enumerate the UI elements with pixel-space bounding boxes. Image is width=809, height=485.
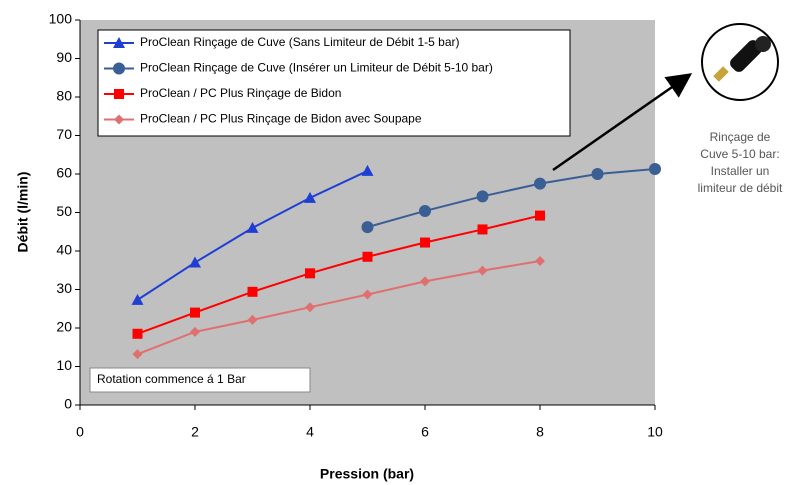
x-tick-label: 2 — [191, 424, 199, 440]
marker — [246, 221, 259, 233]
marker — [190, 326, 200, 337]
side-note-line: limiteur de débit — [698, 181, 783, 195]
legend-label: ProClean / PC Plus Rinçage de Bidon avec… — [140, 112, 422, 126]
marker — [476, 190, 489, 203]
marker — [247, 314, 258, 325]
legend-label: ProClean / PC Plus Rinçage de Bidon — [140, 86, 341, 100]
marker — [591, 168, 604, 180]
y-tick-label: 50 — [56, 203, 72, 219]
marker — [132, 349, 143, 360]
series-line — [137, 214, 541, 335]
marker — [190, 307, 200, 318]
legend-label: ProClean Rinçage de Cuve (Sans Limiteur … — [140, 35, 460, 49]
marker — [362, 251, 373, 262]
annotation-box — [89, 367, 311, 393]
y-axis-label: Débit (l/min) — [15, 172, 31, 253]
x-tick-label: 0 — [76, 424, 84, 440]
x-tick-label: 4 — [306, 424, 314, 440]
marker — [419, 204, 431, 217]
marker — [477, 224, 488, 235]
marker — [420, 276, 430, 287]
side-note-line: Cuve 5-10 bar: — [700, 147, 779, 161]
marker — [535, 210, 545, 221]
y-tick-label: 80 — [56, 88, 72, 104]
y-tick-label: 0 — [64, 396, 72, 412]
y-tick-label: 100 — [49, 11, 73, 27]
side-note-line: Installer un — [711, 164, 770, 178]
side-note-line: Rinçage de — [710, 130, 771, 144]
y-tick-label: 20 — [56, 319, 72, 335]
marker — [420, 237, 430, 248]
marker — [362, 289, 373, 300]
x-tick-label: 10 — [647, 424, 663, 440]
annotation: Rotation commence á 1 Bar — [97, 372, 246, 386]
x-tick-label: 8 — [536, 424, 544, 440]
legend-marker — [114, 89, 124, 99]
legend-marker — [113, 37, 125, 48]
series-line — [137, 260, 541, 356]
marker — [305, 268, 315, 279]
marker — [131, 293, 144, 305]
marker — [534, 177, 546, 190]
y-tick-label: 10 — [56, 357, 72, 373]
y-tick-label: 70 — [56, 126, 72, 142]
x-axis-label: Pression (bar) — [320, 466, 414, 482]
marker — [361, 164, 374, 176]
y-tick-label: 60 — [56, 165, 72, 181]
marker — [189, 256, 201, 268]
legend-marker — [114, 114, 124, 125]
marker — [535, 256, 545, 267]
x-tick-label: 6 — [421, 424, 429, 440]
marker — [361, 221, 374, 234]
legend — [97, 29, 571, 137]
nozzle-icon — [701, 23, 779, 101]
marker — [304, 191, 316, 203]
y-tick-label: 90 — [56, 49, 72, 65]
legend-label: ProClean Rinçage de Cuve (Insérer un Lim… — [140, 61, 493, 75]
marker — [649, 162, 661, 175]
series-line — [367, 167, 656, 229]
y-tick-label: 40 — [56, 242, 72, 258]
legend-marker — [113, 62, 125, 75]
y-tick-label: 30 — [56, 280, 72, 296]
marker — [132, 328, 143, 339]
marker — [247, 286, 258, 297]
arrow — [552, 73, 693, 172]
marker — [477, 265, 488, 276]
marker — [305, 302, 315, 313]
